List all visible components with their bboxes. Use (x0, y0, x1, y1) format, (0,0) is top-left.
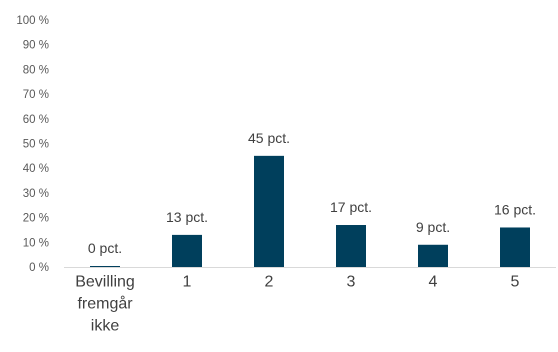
y-tick-label: 100 % (16, 15, 49, 27)
data-label: 13 pct. (166, 209, 208, 225)
y-axis: 0 % 10 % 20 % 30 % 40 % 50 % 60 % 70 % 80 % 90 % 1… (16, 15, 49, 274)
data-label: 9 pct. (416, 219, 450, 235)
x-axis: Bevilling fremgår ikke 1 2 3 4 5 (75, 273, 519, 334)
bar-series (90, 155, 530, 267)
y-tick-label: 80 % (23, 64, 49, 76)
x-tick-label: 3 (347, 273, 356, 290)
bar (254, 155, 284, 267)
y-tick-label: 40 % (23, 163, 49, 175)
y-tick-label: 70 % (23, 89, 49, 101)
data-label: 0 pct. (88, 240, 122, 256)
y-tick-label: 90 % (23, 40, 49, 52)
y-tick-label: 60 % (23, 114, 49, 126)
y-tick-label: 50 % (23, 139, 49, 151)
bar (90, 266, 120, 267)
data-label: 17 pct. (330, 199, 372, 215)
x-tick-label: 5 (511, 273, 520, 290)
bar (418, 244, 448, 267)
bar (500, 227, 530, 267)
x-tick-label: 4 (429, 273, 438, 290)
y-tick-label: 20 % (23, 213, 49, 225)
bar (336, 225, 366, 267)
bar (172, 234, 202, 267)
data-label: 16 pct. (494, 201, 536, 217)
x-tick-label: 2 (265, 273, 274, 290)
x-tick-label: 1 (183, 273, 192, 290)
data-label: 45 pct. (248, 130, 290, 146)
y-tick-label: 0 % (29, 262, 49, 274)
y-tick-label: 30 % (23, 188, 49, 200)
data-labels: 0 pct. 13 pct. 45 pct. 17 pct. 9 pct. 16 pct. (88, 130, 536, 256)
x-tick-label: Bevilling fremgår ikke (75, 273, 135, 334)
y-tick-label: 10 % (23, 237, 49, 249)
